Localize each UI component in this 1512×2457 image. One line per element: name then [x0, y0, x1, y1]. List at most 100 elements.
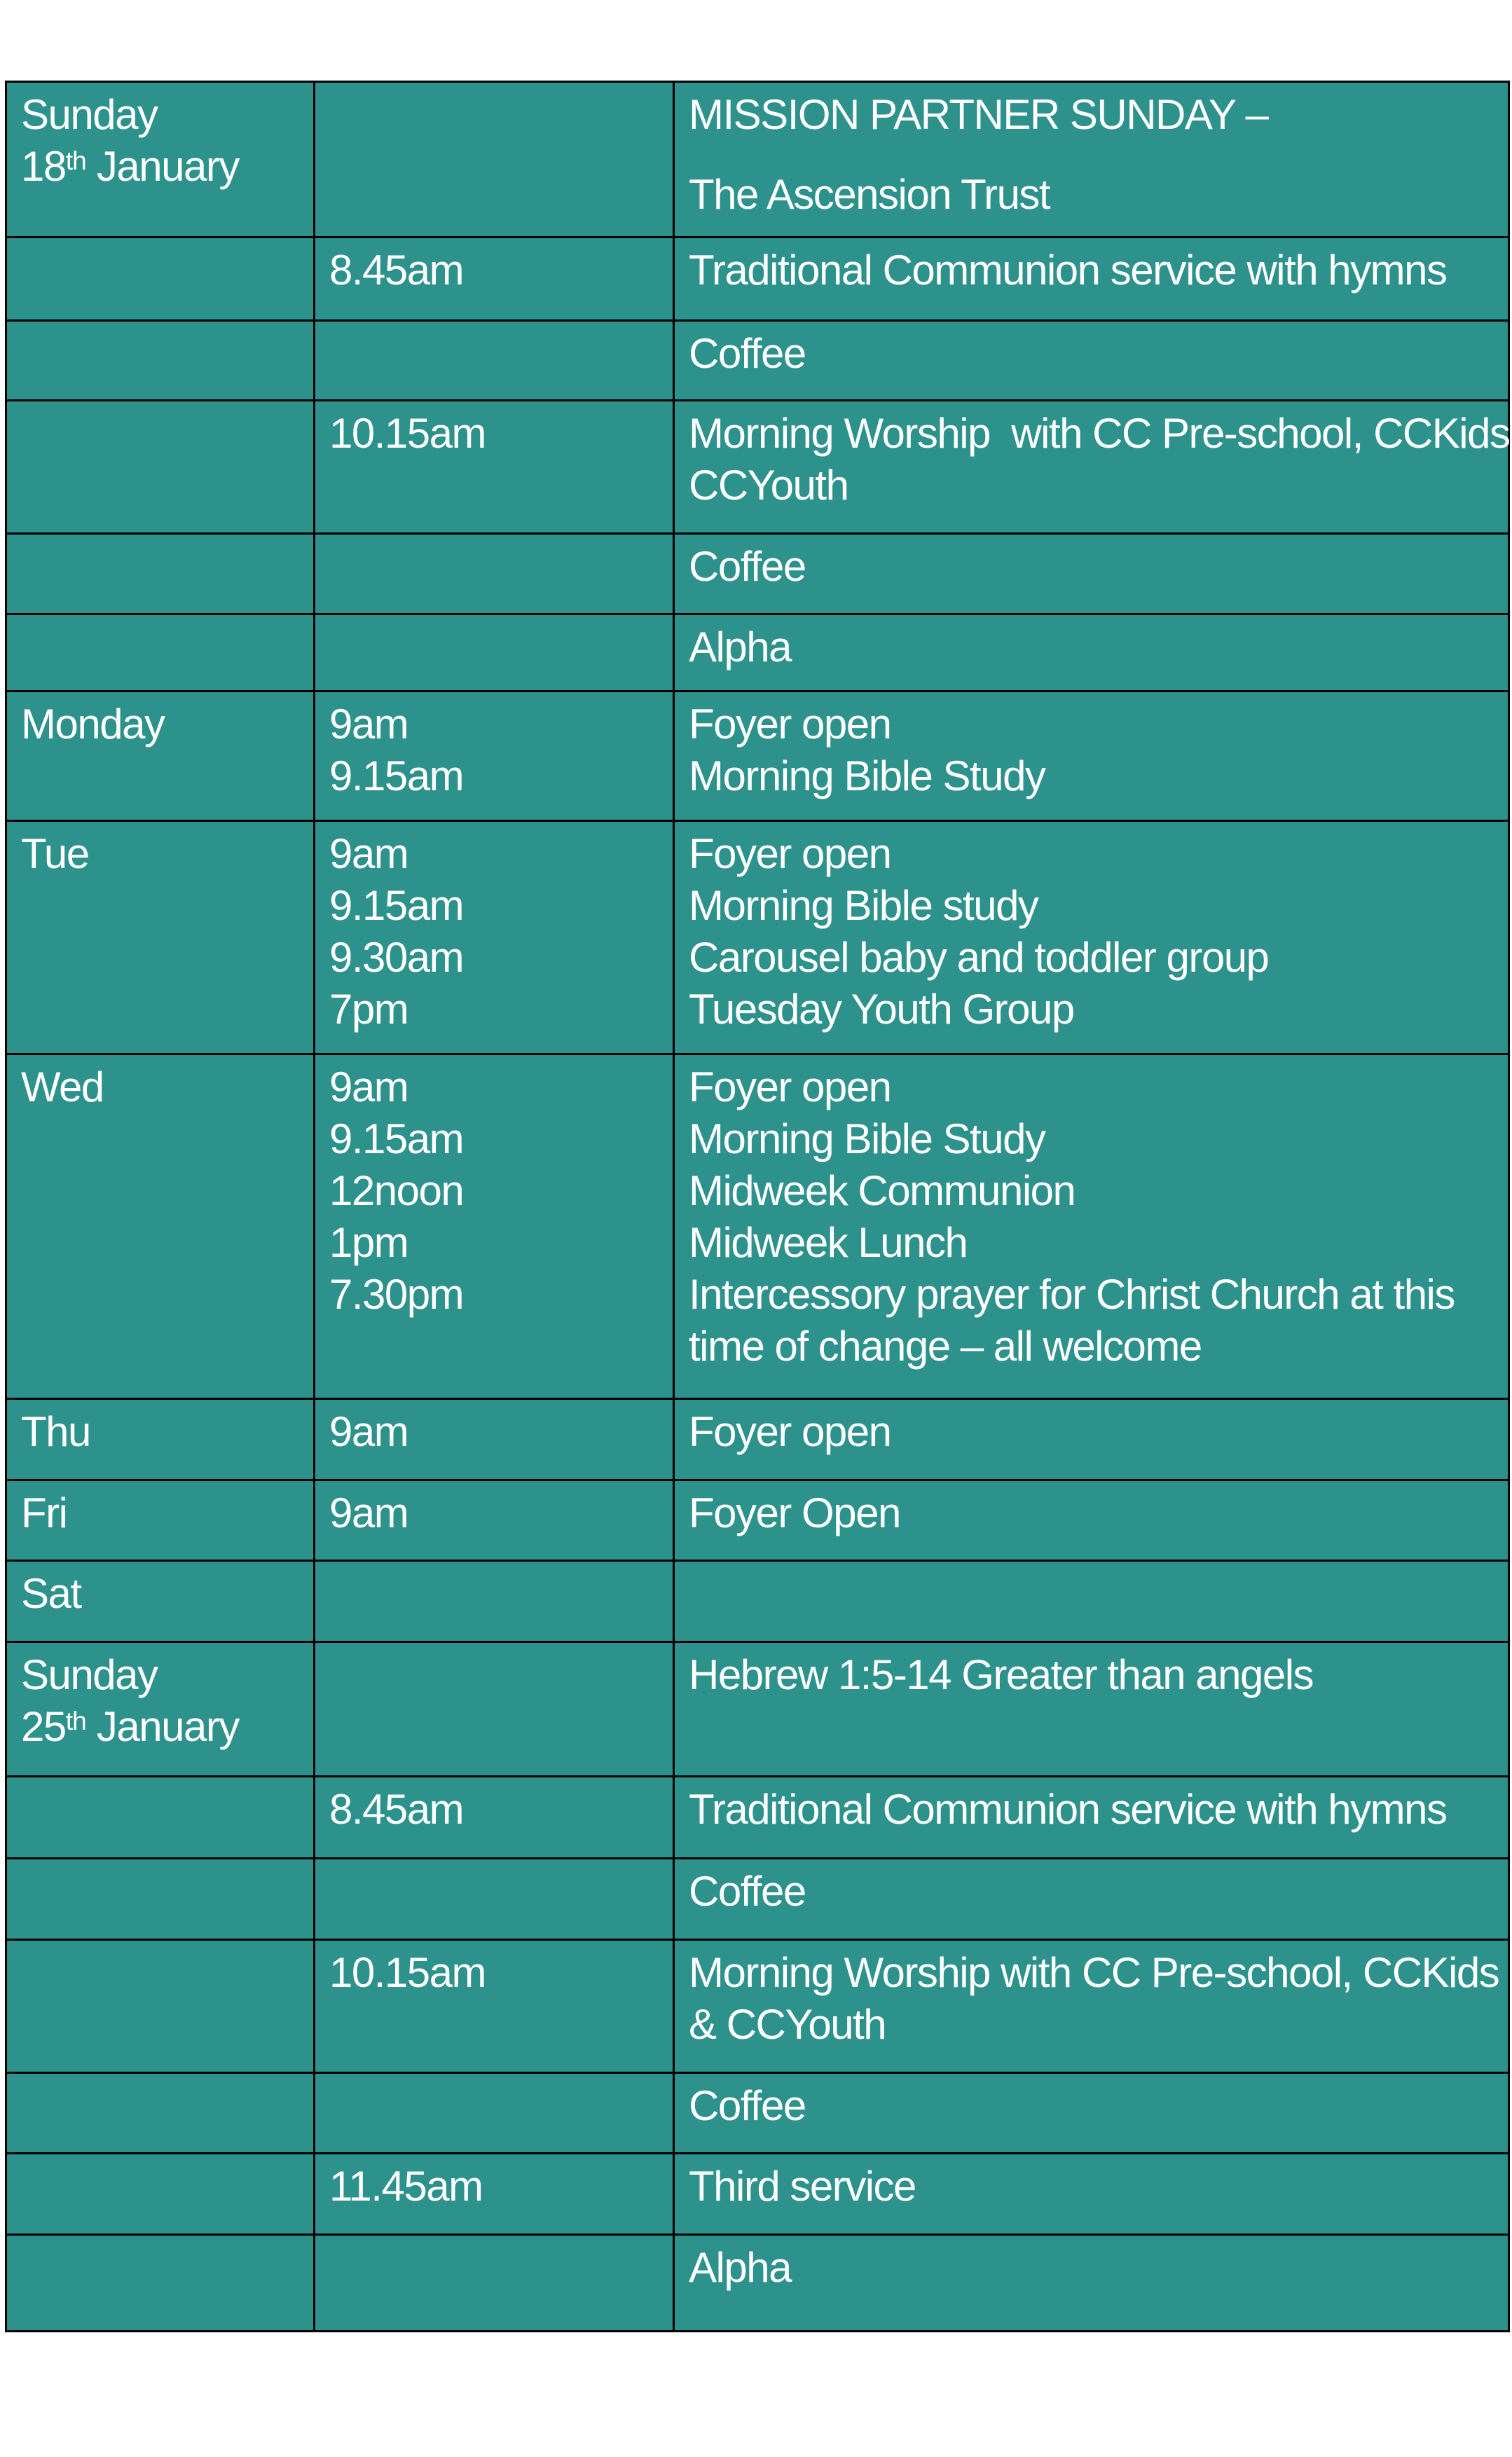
event-cell: Coffee	[673, 532, 1510, 615]
event-label: Coffee	[689, 330, 806, 377]
date-month: January	[85, 1703, 240, 1750]
time-cell	[313, 2234, 675, 2332]
event-cell: Foyer Open	[673, 1479, 1510, 1562]
day-cell	[5, 399, 315, 535]
table-row: Sat	[5, 1560, 1510, 1643]
day-cell: Thu	[5, 1398, 315, 1481]
time-cell: 9am 9.15am 12noon 1pm 7.30pm	[313, 1053, 675, 1400]
day-cell	[5, 613, 315, 692]
table-row: 11.45am Third service	[5, 2152, 1510, 2236]
event-cell: Foyer open Morning Bible Study	[673, 690, 1510, 822]
day-label: Monday	[21, 701, 165, 748]
time-value: 10.15am	[329, 410, 487, 457]
schedule-table: Sunday 18th January MISSION PARTNER SUND…	[5, 81, 1511, 2332]
time-cell: 8.45am	[313, 1775, 675, 1859]
event-label: Tuesday Youth Group	[689, 986, 1075, 1033]
time-value: 8.45am	[329, 247, 465, 294]
event-label: Morning Bible study	[689, 882, 1039, 929]
day-label: Sunday	[21, 1651, 158, 1698]
event-cell: Coffee	[673, 319, 1510, 401]
time-value: 9am	[329, 830, 409, 877]
time-cell	[313, 2072, 675, 2154]
event-label: Foyer open	[689, 1408, 892, 1455]
day-cell: Sunday 25th January	[5, 1641, 315, 1777]
event-cell: Foyer open Morning Bible Study Midweek C…	[673, 1053, 1510, 1400]
event-label: Midweek Lunch	[689, 1219, 968, 1266]
time-value: 11.45am	[329, 2163, 483, 2210]
table-row: Coffee	[5, 532, 1510, 615]
time-cell	[313, 613, 675, 692]
time-cell	[313, 319, 675, 401]
time-cell	[313, 532, 675, 615]
time-cell: 9am	[313, 1479, 675, 1562]
event-label: Alpha	[689, 2244, 792, 2291]
day-cell: Tue	[5, 820, 315, 1055]
day-cell: Wed	[5, 1053, 315, 1400]
table-row: 8.45am Traditional Communion service wit…	[5, 1775, 1510, 1859]
event-label: Traditional Communion service with hymns	[689, 1786, 1448, 1833]
table-row: 8.45am Traditional Communion service wit…	[5, 236, 1510, 322]
event-label: Intercessory prayer for Christ Church at…	[689, 1271, 1455, 1318]
event-label: Morning Bible Study	[689, 752, 1046, 799]
event-cell: Foyer open	[673, 1398, 1510, 1481]
day-cell	[5, 2152, 315, 2236]
event-cell: Third service	[673, 2152, 1510, 2236]
time-value: 10.15am	[329, 1949, 487, 1996]
event-cell: Alpha	[673, 2234, 1510, 2332]
event-label: Traditional Communion service with hymns	[689, 247, 1448, 294]
table-row: Coffee	[5, 319, 1510, 401]
event-label: CCYouth	[689, 462, 849, 509]
table-row: Fri 9am Foyer Open	[5, 1479, 1510, 1562]
event-cell	[673, 1560, 1510, 1643]
event-label: Coffee	[689, 2082, 806, 2129]
time-cell	[313, 1560, 675, 1643]
time-value: 9am	[329, 1489, 409, 1536]
date-number: 18	[21, 143, 67, 190]
time-value: 12noon	[329, 1167, 465, 1214]
time-cell: 9am 9.15am 9.30am 7pm	[313, 820, 675, 1055]
date-label: 25th January	[21, 1701, 308, 1758]
date-label: 18th January	[21, 141, 308, 198]
event-cell: Foyer open Morning Bible study Carousel …	[673, 820, 1510, 1055]
table-row: Sunday 25th January Hebrew 1:5-14 Greate…	[5, 1641, 1510, 1777]
time-value: 7.30pm	[329, 1271, 465, 1318]
date-ordinal-suffix: th	[65, 146, 87, 176]
time-value: 8.45am	[329, 1786, 465, 1833]
table-row: Coffee	[5, 1857, 1510, 1941]
time-cell: 9am	[313, 1398, 675, 1481]
day-cell	[5, 1939, 315, 2074]
time-cell: 8.45am	[313, 236, 675, 322]
time-cell	[313, 1857, 675, 1941]
event-label: Hebrew 1:5-14 Greater than angels	[689, 1651, 1314, 1698]
time-cell: 11.45am	[313, 2152, 675, 2236]
day-label: Wed	[21, 1064, 104, 1110]
time-cell: 9am 9.15am	[313, 690, 675, 822]
day-cell	[5, 236, 315, 322]
day-cell: Fri	[5, 1479, 315, 1562]
date-month: January	[85, 143, 240, 190]
day-cell: Sunday 18th January	[5, 81, 315, 238]
event-label: Carousel baby and toddler group	[689, 934, 1270, 981]
time-value: 7pm	[329, 986, 409, 1033]
day-label: Thu	[21, 1408, 91, 1455]
event-label: & CCYouth	[689, 2001, 887, 2048]
event-label: Morning Bible Study	[689, 1115, 1046, 1162]
table-row: Monday 9am 9.15am Foyer open Morning Bib…	[5, 690, 1510, 822]
event-cell: Traditional Communion service with hymns	[673, 236, 1510, 322]
event-cell: Alpha	[673, 613, 1510, 692]
event-label: The Ascension Trust	[689, 171, 1051, 218]
event-cell: Coffee	[673, 2072, 1510, 2154]
table-row: Wed 9am 9.15am 12noon 1pm 7.30pm Foyer o…	[5, 1053, 1510, 1400]
event-cell: Morning Worship with CC Pre-school, CCKi…	[673, 399, 1511, 535]
time-value: 9am	[329, 701, 409, 748]
table-row: Alpha	[5, 613, 1510, 692]
day-cell	[5, 2072, 315, 2154]
table-row: 10.15am Morning Worship with CC Pre-scho…	[5, 1939, 1510, 2074]
day-label: Sat	[21, 1570, 82, 1617]
event-label: Foyer open	[689, 830, 892, 877]
day-cell	[5, 319, 315, 401]
event-label: Morning Worship with CC Pre-school, CCKi…	[689, 1949, 1500, 1996]
event-label: Coffee	[689, 1868, 806, 1915]
event-label: Foyer open	[689, 701, 892, 748]
event-cell: Coffee	[673, 1857, 1510, 1941]
